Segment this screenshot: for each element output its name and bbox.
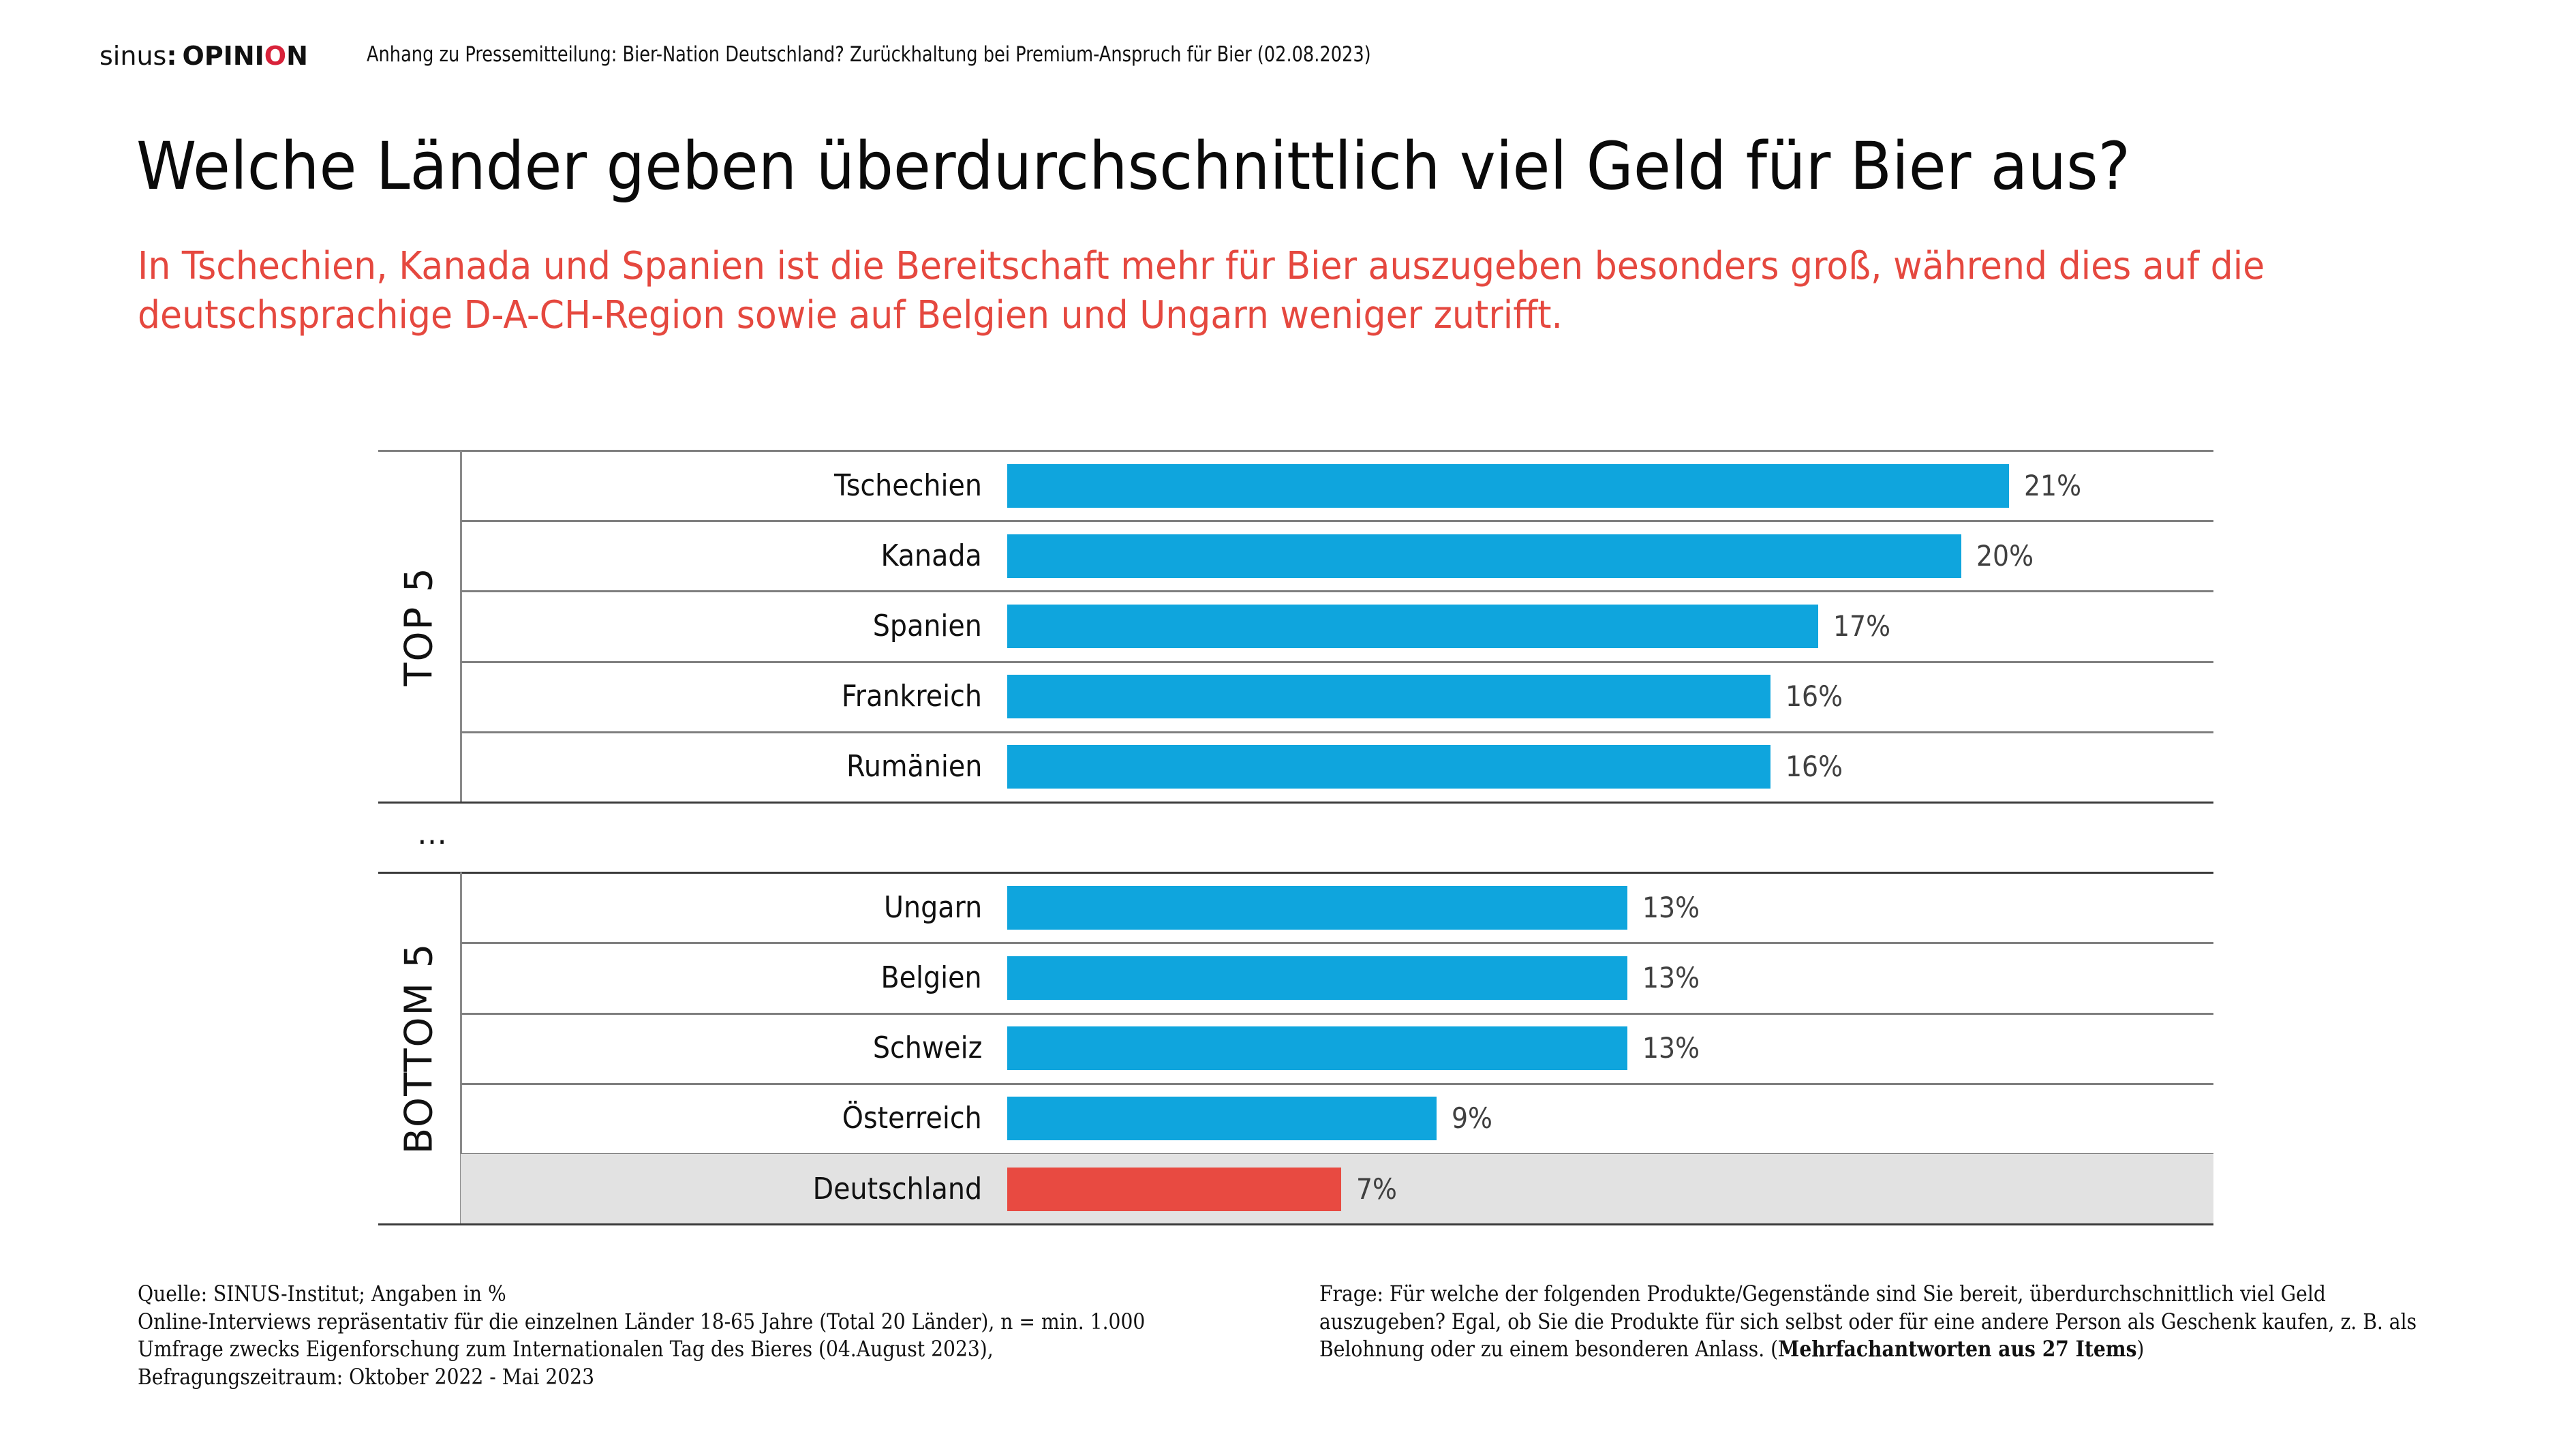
logo-separator: : — [166, 41, 177, 71]
value-label: 17% — [1833, 609, 1891, 643]
group-label-top5: TOP 5 — [397, 566, 442, 686]
row-separator — [461, 942, 2213, 945]
logo-opinion: OPINION — [183, 41, 308, 71]
row-separator — [461, 1012, 2213, 1015]
chart-top-border — [378, 450, 2213, 452]
sinus-opinion-logo: sinus: OPINION — [99, 41, 308, 71]
bar — [1007, 534, 1961, 578]
press-release-header: Anhang zu Pressemitteilung: Bier-Nation … — [367, 42, 1371, 67]
group-divider-line — [460, 451, 462, 802]
value-label: 16% — [1785, 680, 1843, 714]
category-label: Ungarn — [883, 889, 982, 925]
footer-method-line: Online-Interviews repräsentativ für die … — [138, 1308, 1146, 1334]
footer-multiple-answers-note: Mehrfachantworten aus 27 Items — [1778, 1336, 2137, 1362]
gap-bottom-border — [378, 872, 2213, 874]
ellipsis-gap-marker: … — [417, 816, 447, 851]
logo-opinion-prefix: OPINI — [182, 41, 264, 71]
bar — [1007, 675, 1770, 719]
page-subtitle: In Tschechien, Kanada und Spanien ist di… — [138, 242, 2356, 340]
group-bottom-border — [378, 1223, 2213, 1226]
category-label: Österreich — [842, 1101, 982, 1136]
footer-question-text: Belohnung oder zu einem besonderen Anlas… — [1319, 1336, 1779, 1362]
footer-source-notes: Quelle: SINUS-Institut; Angaben in % Onl… — [138, 1280, 1145, 1390]
footer-question: Frage: Für welche der folgenden Produkte… — [1319, 1280, 2417, 1363]
footer-question-line-3: Belohnung oder zu einem besonderen Anlas… — [1319, 1335, 2417, 1363]
group-label-bottom5: BOTTOM 5 — [397, 942, 442, 1155]
footer-question-close: ) — [2136, 1336, 2145, 1362]
row-separator — [461, 731, 2213, 733]
footer-source-line: Quelle: SINUS-Institut; Angaben in % — [138, 1281, 506, 1307]
bar — [1007, 463, 2009, 508]
footer-period-line: Befragungszeitraum: Oktober 2022 - Mai 2… — [138, 1363, 595, 1390]
bar — [1007, 956, 1627, 1000]
page-title: Welche Länder geben überdurchschnittlich… — [136, 128, 2130, 204]
category-label: Frankreich — [841, 679, 982, 714]
value-label: 21% — [2024, 468, 2082, 502]
logo-sinus: sinus — [99, 41, 167, 71]
category-label: Deutschland — [812, 1171, 982, 1206]
group-bottom-border — [378, 802, 2213, 804]
row-separator — [461, 590, 2213, 593]
logo-opinion-accent: O — [264, 41, 287, 71]
subtitle-line-1: In Tschechien, Kanada und Spanien ist di… — [138, 244, 2265, 288]
category-label: Rumänien — [846, 749, 982, 784]
value-label: 13% — [1642, 961, 1700, 994]
footer-question-line-1: Frage: Für welche der folgenden Produkte… — [1319, 1281, 2326, 1307]
subtitle-line-2: deutschsprachige D-A-CH-Region sowie auf… — [138, 293, 1563, 337]
bar — [1007, 745, 1770, 789]
row-separator — [461, 660, 2213, 663]
bar-highlight — [1007, 1167, 1341, 1211]
value-label: 20% — [1976, 538, 2034, 573]
category-label: Tschechien — [834, 468, 982, 503]
row-separator — [461, 520, 2213, 523]
logo-opinion-suffix: N — [286, 41, 308, 71]
category-label: Belgien — [880, 960, 982, 995]
bar — [1007, 885, 1627, 930]
value-label: 9% — [1452, 1101, 1492, 1135]
value-label: 13% — [1642, 1031, 1700, 1065]
value-label: 7% — [1356, 1172, 1397, 1206]
footer-question-line-2: auszugeben? Egal, ob Sie die Produkte fü… — [1319, 1308, 2417, 1334]
bar — [1007, 1026, 1627, 1071]
bar — [1007, 1097, 1437, 1141]
bar — [1007, 605, 1818, 648]
footer-purpose-line: Umfrage zwecks Eigenforschung zum Intern… — [138, 1336, 994, 1362]
group-divider-line — [460, 872, 462, 1225]
value-label: 13% — [1642, 890, 1700, 924]
row-separator — [461, 1082, 2213, 1085]
category-label: Spanien — [872, 609, 982, 643]
category-label: Kanada — [880, 538, 982, 573]
category-label: Schweiz — [872, 1031, 982, 1066]
value-label: 16% — [1785, 750, 1843, 784]
